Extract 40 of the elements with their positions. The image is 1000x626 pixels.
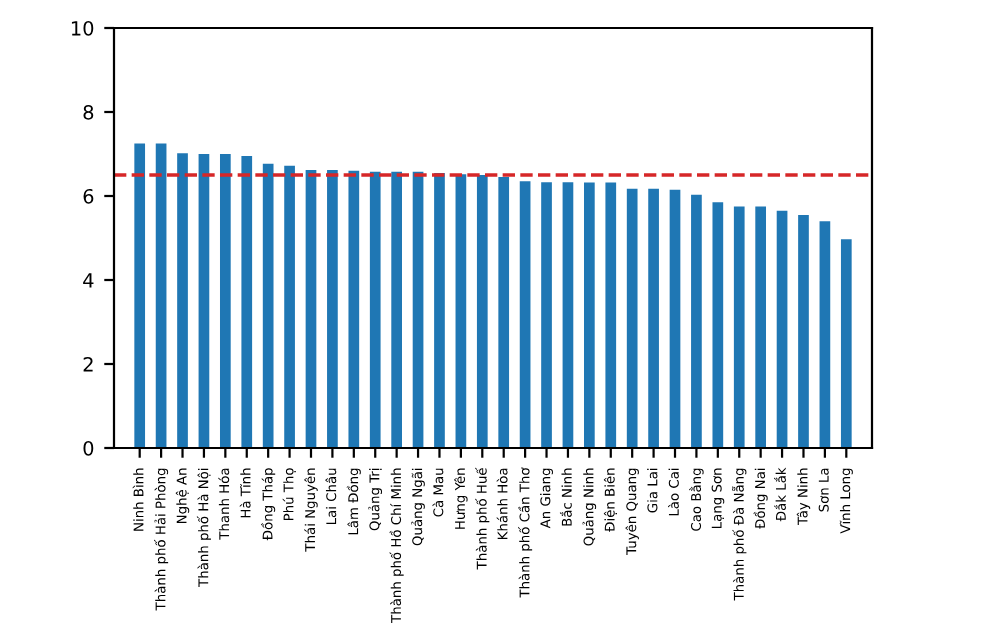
bar [155,143,167,448]
bar [219,154,231,448]
bar [840,239,852,448]
bar [134,143,146,448]
bar [412,171,424,448]
bar [391,171,402,448]
bar [541,182,552,448]
bar [755,206,767,448]
bar [669,189,681,448]
y-tick-label: 6 [83,188,94,204]
y-tick-label: 2 [83,356,93,372]
bar [819,221,831,448]
bar [476,175,488,448]
bar [241,156,253,448]
bar [198,154,210,448]
bar [733,206,745,448]
bar [177,153,188,448]
bar [712,202,724,448]
bar [519,181,531,448]
bar [605,182,617,448]
bar [455,174,467,448]
bar [562,182,574,448]
bar [262,163,274,448]
bar [348,170,360,448]
y-tick-label: 10 [71,20,94,36]
bar [434,172,445,448]
bar [776,210,788,448]
bar [284,165,295,448]
bar [369,171,381,448]
bar [648,188,659,448]
bar [327,169,338,448]
bar [691,194,702,448]
bar [498,177,510,448]
y-tick-label: 4 [83,273,94,288]
bar [305,169,317,448]
y-tick-label: 8 [83,104,94,120]
bar [584,182,595,448]
bar [798,214,809,448]
y-tick-label: 0 [83,440,94,456]
bar [626,188,638,448]
